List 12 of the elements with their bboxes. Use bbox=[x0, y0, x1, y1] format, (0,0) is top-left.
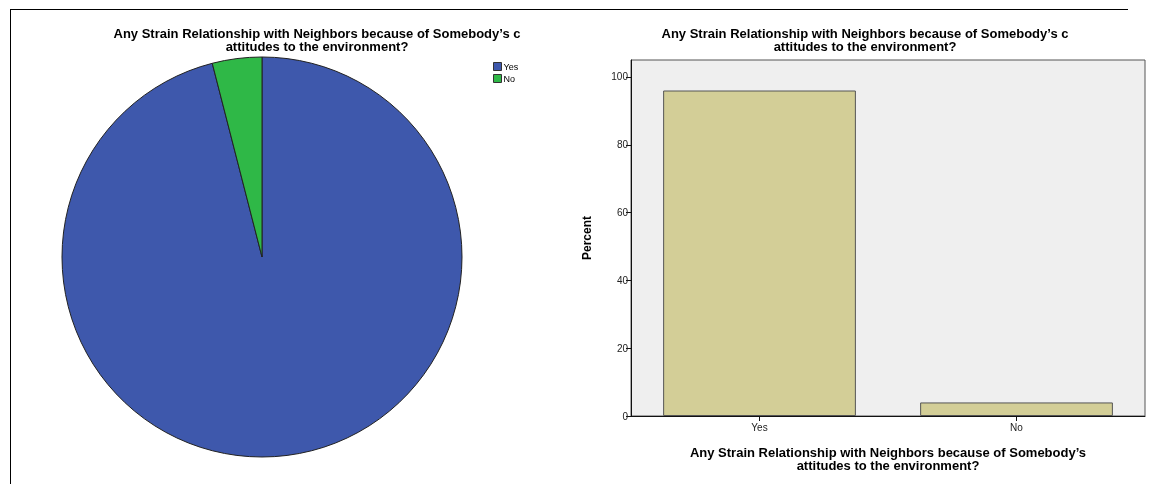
y-tick-label: 40 bbox=[616, 274, 629, 286]
y-tick-label: 60 bbox=[616, 207, 629, 219]
y-tick-label: 100 bbox=[611, 71, 629, 83]
legend-label: No bbox=[503, 73, 516, 84]
y-axis-title: Percent bbox=[580, 215, 594, 261]
x-axis-title: Any Strain Relationship with Neighbors because of Somebody’s attitudes to the environment? bbox=[689, 445, 1087, 473]
chart-title: Any Strain Relationship with Neighbors because of Somebody’s c attitudes to the environment? bbox=[113, 26, 521, 54]
y-tick-label: 0 bbox=[622, 410, 629, 422]
y-tick-label: 20 bbox=[616, 342, 629, 354]
chart-title: Any Strain Relationship with Neighbors because of Somebody’s c attitudes to the environment? bbox=[661, 26, 1069, 54]
legend-label: Yes bbox=[503, 61, 519, 72]
y-tick-label: 80 bbox=[616, 139, 629, 151]
